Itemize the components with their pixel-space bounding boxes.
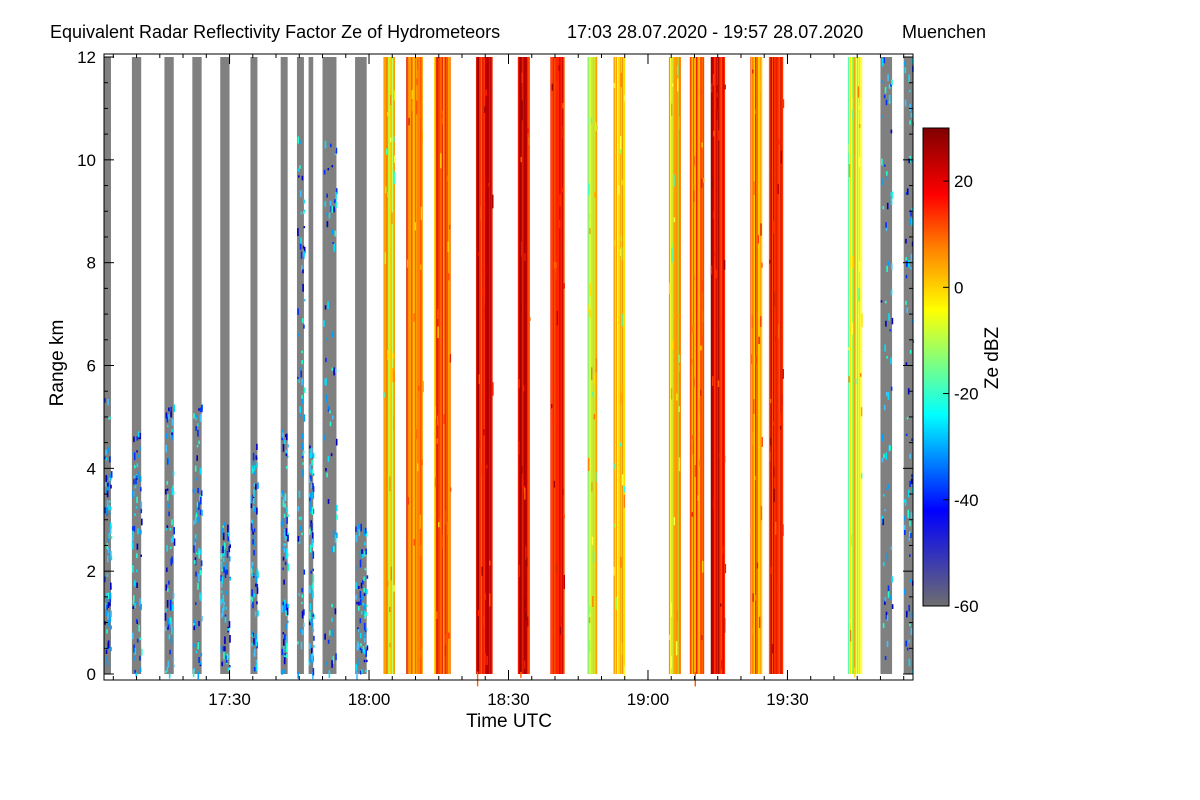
scan-segment xyxy=(768,57,785,674)
scan-segment xyxy=(710,57,727,674)
y-tick-label: 12 xyxy=(77,48,96,67)
scan-segment xyxy=(322,57,338,678)
colorbar-tick-label: 0 xyxy=(954,278,963,297)
scan-segment xyxy=(382,57,396,674)
scan-segment xyxy=(280,57,290,675)
y-axis-label: Range km xyxy=(47,320,68,407)
x-axis: 17:30 18:00 18:30 19:00 19:30 xyxy=(112,54,905,709)
x-tick-label: 18:00 xyxy=(348,690,391,709)
scan-segment xyxy=(355,57,369,680)
scan-segment xyxy=(847,57,863,678)
scan-segment xyxy=(434,57,452,674)
scan-segment xyxy=(164,57,176,679)
x-tick-label: 19:00 xyxy=(627,690,670,709)
y-tick-label: 6 xyxy=(87,357,96,376)
x-axis-label: Time UTC xyxy=(466,711,552,732)
scan-segment xyxy=(880,57,894,674)
scan-segment xyxy=(613,57,626,679)
colorbar-tick-label: -40 xyxy=(954,491,979,510)
scan-segment xyxy=(517,57,531,678)
scan-segment xyxy=(668,57,681,674)
colorbar-tick-label: -60 xyxy=(954,597,979,616)
scan-segment xyxy=(550,57,565,674)
colorbar xyxy=(922,127,950,607)
y-tick-label: 0 xyxy=(87,665,96,684)
colorbar-tick-label: 20 xyxy=(954,172,973,191)
scan-segment xyxy=(587,57,598,674)
x-tick-label: 18:30 xyxy=(487,690,530,709)
scan-segment xyxy=(475,57,494,687)
colorbar-label: Ze dBZ xyxy=(982,326,1003,389)
scan-segment xyxy=(131,57,143,677)
y-tick-label: 10 xyxy=(77,151,96,170)
chart-location: Muenchen xyxy=(902,22,986,42)
scan-segment xyxy=(750,57,763,674)
scan-segment xyxy=(689,57,705,687)
y-tick-label: 8 xyxy=(87,254,96,273)
scan-segment xyxy=(308,57,315,680)
scan-segment xyxy=(296,57,306,679)
plot-area xyxy=(104,57,915,687)
scan-segment xyxy=(192,57,203,680)
x-tick-label: 17:30 xyxy=(208,690,251,709)
scan-segment xyxy=(220,57,231,674)
colorbar-ticks: 20 0 -20 -40 -60 xyxy=(943,172,979,616)
y-axis: 0 2 4 6 8 10 12 xyxy=(77,48,913,684)
y-tick-label: 4 xyxy=(87,459,96,478)
x-tick-label: 19:30 xyxy=(766,690,809,709)
chart-title: Equivalent Radar Reflectivity Factor Ze … xyxy=(50,22,500,42)
y-tick-label: 2 xyxy=(87,562,96,581)
chart-period: 17:03 28.07.2020 - 19:57 28.07.2020 xyxy=(567,22,863,42)
colorbar-tick-label: -20 xyxy=(954,385,979,404)
scan-segment xyxy=(406,57,424,674)
scan-segment xyxy=(250,57,259,674)
